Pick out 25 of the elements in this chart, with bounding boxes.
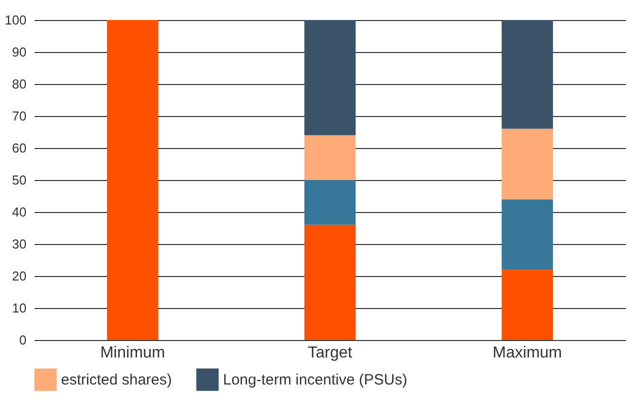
legend-label: estricted shares): [61, 372, 172, 389]
x-tick-label: Minimum: [100, 344, 166, 362]
y-tick-label: 20: [12, 268, 26, 284]
x-tick-label: Target: [308, 344, 353, 362]
y-tick-label: 80: [12, 76, 26, 92]
bar: [502, 199, 553, 270]
y-tick-label: 0: [19, 332, 26, 348]
legend-label: Long-term incentive (PSUs): [223, 372, 408, 389]
bar: [502, 20, 553, 129]
bar: [304, 224, 356, 340]
bar: [107, 20, 158, 340]
y-tick-label: 50: [12, 172, 26, 188]
y-tick-label: 90: [12, 44, 26, 60]
bar: [304, 180, 356, 225]
bar: [502, 270, 553, 340]
bar: [502, 128, 553, 200]
y-tick-label: 10: [12, 300, 26, 316]
y-tick-label: 100: [4, 12, 26, 28]
x-tick-label: Maximum: [492, 344, 562, 362]
y-tick-label: 40: [12, 204, 26, 220]
bar: [304, 20, 356, 136]
bar: [304, 135, 356, 180]
y-tick-label: 70: [12, 108, 26, 124]
y-tick-label: 60: [12, 140, 26, 156]
y-tick-label: 30: [12, 236, 26, 252]
